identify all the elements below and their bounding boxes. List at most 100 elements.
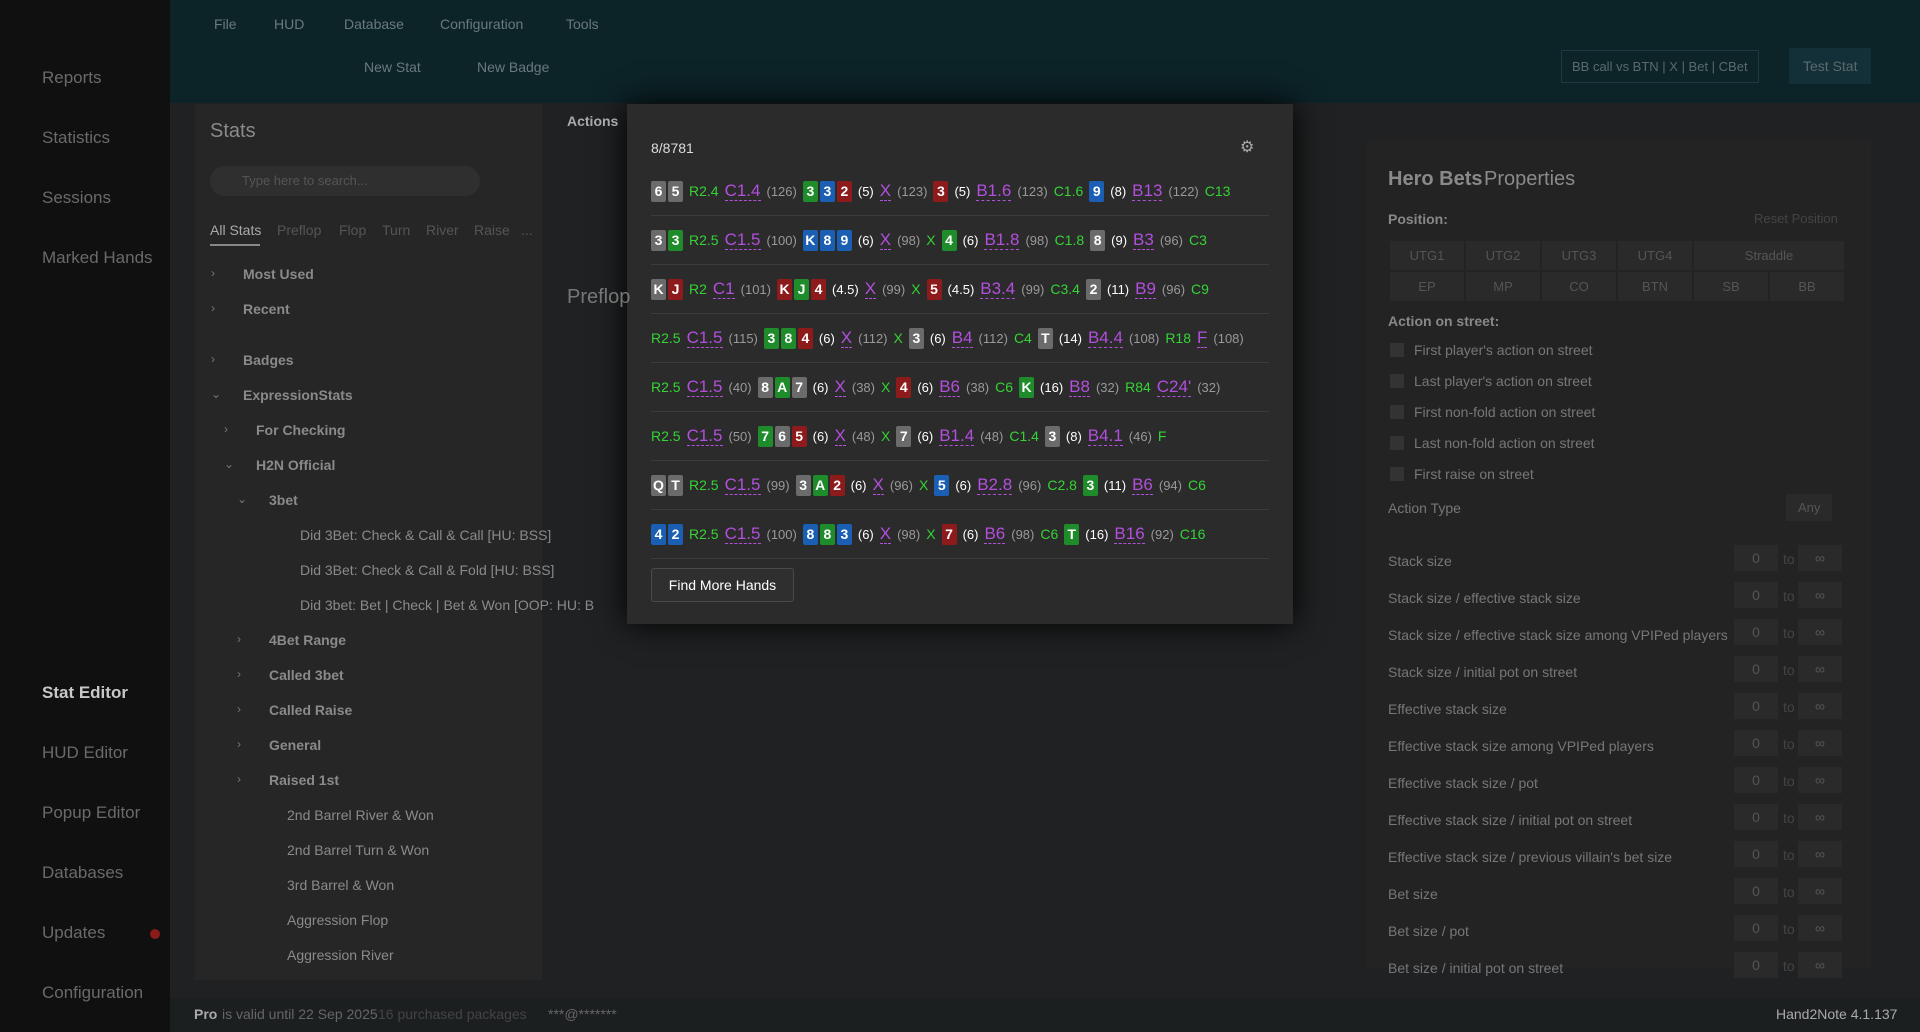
field-min[interactable]: 0 [1734,878,1778,904]
tree-folder[interactable]: H2N Official [256,457,336,473]
tree-folder[interactable]: Badges [243,352,294,368]
tree-item[interactable]: 2nd Barrel Turn & Won [287,842,430,858]
checkbox[interactable] [1390,405,1404,419]
position-button[interactable]: UTG3 [1542,241,1616,270]
position-button[interactable]: UTG4 [1618,241,1692,270]
tree-arrow[interactable]: › [224,422,228,436]
field-max[interactable]: ∞ [1798,915,1842,941]
menu-item[interactable]: Database [344,16,404,32]
new-stat[interactable]: New Stat [364,59,421,75]
tree-folder[interactable]: 3bet [269,492,298,508]
tree-arrow[interactable]: ⌄ [237,492,248,506]
tree-item[interactable]: Aggression River [287,947,394,963]
field-max[interactable]: ∞ [1798,804,1842,830]
tree-folder[interactable]: Called 3bet [269,667,344,683]
hand-row[interactable]: 4 2 R2.5 C1.5 (100) 8 8 3 (6) X (98) X 7 (6) B6 (98) C6 T… [651,524,1211,546]
tree-arrow[interactable]: › [237,772,241,786]
field-max[interactable]: ∞ [1798,841,1842,867]
field-min[interactable]: 0 [1734,952,1778,978]
nav-item[interactable]: Updates [42,923,106,942]
settings-icon[interactable]: ⚙ [1240,139,1255,156]
tree-arrow[interactable]: ⌄ [211,387,222,401]
field-max[interactable]: ∞ [1798,878,1842,904]
stats-tab[interactable]: River [426,222,459,238]
field-max[interactable]: ∞ [1798,582,1842,608]
hand-row[interactable]: R2.5 C1.5 (40) 8 A 7 (6) X (38) X 4 (6) B6 (38) C6 K (16… [651,377,1226,399]
stats-tab[interactable]: Flop [339,222,367,238]
hand-row[interactable]: K J R2 C1 (101) K J 4 (4.5) X (99) X 5 (4.5) B3.4 (99) C… [651,279,1215,301]
nav-item[interactable]: Popup Editor [42,803,141,822]
field-min[interactable]: 0 [1734,841,1778,867]
editor-tab[interactable]: Actions [567,113,619,129]
menu-item[interactable]: Configuration [440,16,524,32]
stats-tab[interactable]: Preflop [277,222,322,238]
nav-item[interactable]: Stat Editor [42,683,128,702]
field-min[interactable]: 0 [1734,545,1778,571]
menu-item[interactable]: Tools [566,16,599,32]
menu-item[interactable]: HUD [274,16,305,32]
nav-item[interactable]: Statistics [42,128,111,147]
position-button[interactable]: UTG2 [1466,241,1540,270]
field-min[interactable]: 0 [1734,915,1778,941]
field-min[interactable]: 0 [1734,730,1778,756]
field-max[interactable]: ∞ [1798,952,1842,978]
stats-tab[interactable]: Raise [474,222,510,238]
nav-item[interactable]: Configuration [42,983,144,1002]
hand-row[interactable]: 3 3 R2.5 C1.5 (100) K 8 9 (6) X (98) X 4 (6) B1.8 (98) C… [651,230,1213,252]
tree-arrow[interactable]: › [237,667,241,681]
stats-tab[interactable]: ... [521,222,533,238]
stats-tab[interactable]: Turn [382,222,411,238]
tree-item[interactable]: 3rd Barrel & Won [287,877,395,893]
tree-arrow[interactable]: › [211,352,215,366]
tree-folder[interactable]: Called Raise [269,702,353,718]
nav-item[interactable]: Databases [42,863,124,882]
tree-folder[interactable]: Raised 1st [269,772,340,788]
tree-folder[interactable]: Most Used [243,266,314,282]
tree-arrow[interactable]: ⌄ [224,457,235,471]
tree-folder[interactable]: Recent [243,301,290,317]
search-box[interactable]: Type here to search... [210,166,480,196]
new-badge[interactable]: New Badge [477,59,550,75]
menu-item[interactable]: File [214,16,237,32]
hand-row[interactable]: 6 5 R2.4 C1.4 (126) 3 3 2 (5) X (123) 3 (5) B1.6 (123)… [651,181,1236,203]
tree-item[interactable]: Aggression Flop [287,912,389,928]
hand-row[interactable]: Q T R2.5 C1.5 (99) 3 A 2 (6) X (96) X 5 (6) B2.8 (96) C2… [651,475,1212,497]
tree-folder[interactable]: ExpressionStats [243,387,353,403]
tree-item[interactable]: 2nd Barrel River & Won [287,807,434,823]
field-min[interactable]: 0 [1734,693,1778,719]
tree-item[interactable]: Did 3Bet: Check & Call & Call [HU: BSS] [300,527,552,543]
field-min[interactable]: 0 [1734,582,1778,608]
field-max[interactable]: ∞ [1798,545,1842,571]
find-more-button[interactable]: Find More Hands [651,568,794,602]
checkbox[interactable] [1390,436,1404,450]
tree-arrow[interactable]: › [237,737,241,751]
stats-tab[interactable]: All Stats [210,222,262,238]
test-stat[interactable]: Test Stat [1789,48,1872,84]
field-max[interactable]: ∞ [1798,730,1842,756]
filter-dropdown[interactable]: BB call vs BTN | X | Bet | CBet [1561,50,1759,83]
tree-arrow[interactable]: › [211,301,215,315]
tree-arrow[interactable]: › [237,632,241,646]
checkbox[interactable] [1390,343,1404,357]
field-max[interactable]: ∞ [1798,693,1842,719]
tree-arrow[interactable]: › [211,266,215,280]
position-button[interactable]: EP [1390,272,1464,301]
position-button[interactable]: BTN [1618,272,1692,301]
field-min[interactable]: 0 [1734,619,1778,645]
position-button[interactable]: Straddle [1694,241,1844,270]
tree-folder[interactable]: 4Bet Range [269,632,347,648]
reset-position[interactable]: Reset Position [1754,211,1838,226]
field-min[interactable]: 0 [1734,767,1778,793]
nav-item[interactable]: Marked Hands [42,248,153,267]
checkbox[interactable] [1390,467,1404,481]
tree-folder[interactable]: General [269,737,322,753]
position-button[interactable]: UTG1 [1390,241,1464,270]
field-min[interactable]: 0 [1734,804,1778,830]
hand-row[interactable]: R2.5 C1.5 (115) 3 8 4 (6) X (112) X 3 (6) B4 (112) C4 T… [651,328,1250,350]
hand-row[interactable]: R2.5 C1.5 (50) 7 6 5 (6) X (48) X 7 (6) B1.4 (48) C1.4… [651,426,1172,448]
nav-item[interactable]: Sessions [42,188,111,207]
tree-item[interactable]: Did 3Bet: Check & Call & Fold [HU: BSS] [300,562,555,578]
field-max[interactable]: ∞ [1798,767,1842,793]
field-max[interactable]: ∞ [1798,656,1842,682]
tree-arrow[interactable]: › [237,702,241,716]
